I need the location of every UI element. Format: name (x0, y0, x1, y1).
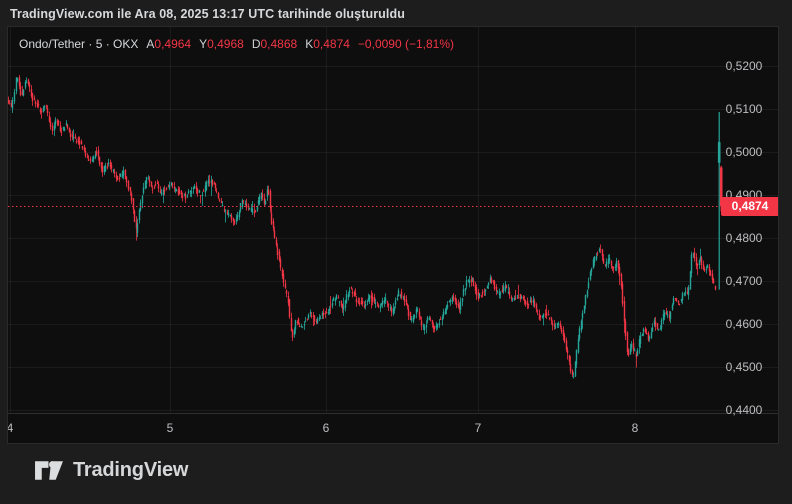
time-axis-label: 8 (631, 421, 639, 435)
price-axis-label: 0,4400 (725, 403, 763, 417)
legend-low: D0,4868 (251, 37, 298, 51)
price-axis-label: 0,4500 (725, 360, 763, 374)
price-chart-canvas[interactable] (8, 27, 778, 443)
time-axis-label: 4 (7, 421, 14, 435)
tradingview-logo-text: TradingView (73, 459, 189, 481)
time-axis-label: 6 (322, 421, 330, 435)
time-axis-label: 5 (166, 421, 174, 435)
chart-legend: Ondo/Tether · 5 · OKX A0,4964 Y0,4968 D0… (19, 37, 454, 51)
chart-widget: Ondo/Tether · 5 · OKX A0,4964 Y0,4968 D0… (7, 26, 779, 444)
price-axis-label: 0,4800 (725, 231, 763, 245)
tradingview-logo-icon (35, 461, 63, 480)
last-price-badge: 0,4874 (721, 196, 778, 216)
price-axis-label: 0,5200 (725, 59, 763, 73)
price-axis-label: 0,5000 (725, 145, 763, 159)
price-axis-label: 0,4600 (725, 317, 763, 331)
legend-high: Y0,4968 (199, 37, 244, 51)
price-axis-label: 0,5100 (725, 102, 763, 116)
time-axis-label: 7 (474, 421, 482, 435)
legend-close: K0,4874 (305, 37, 350, 51)
attribution-text: TradingView.com ile Ara 08, 2025 13:17 U… (10, 7, 405, 21)
price-axis-label: 0,4700 (725, 274, 763, 288)
symbol-title: Ondo/Tether · 5 · OKX (19, 37, 139, 51)
legend-open: A0,4964 (146, 37, 192, 51)
legend-change: −0,0090 (−1,81%) (357, 37, 454, 51)
tradingview-logo: TradingView (34, 459, 188, 482)
